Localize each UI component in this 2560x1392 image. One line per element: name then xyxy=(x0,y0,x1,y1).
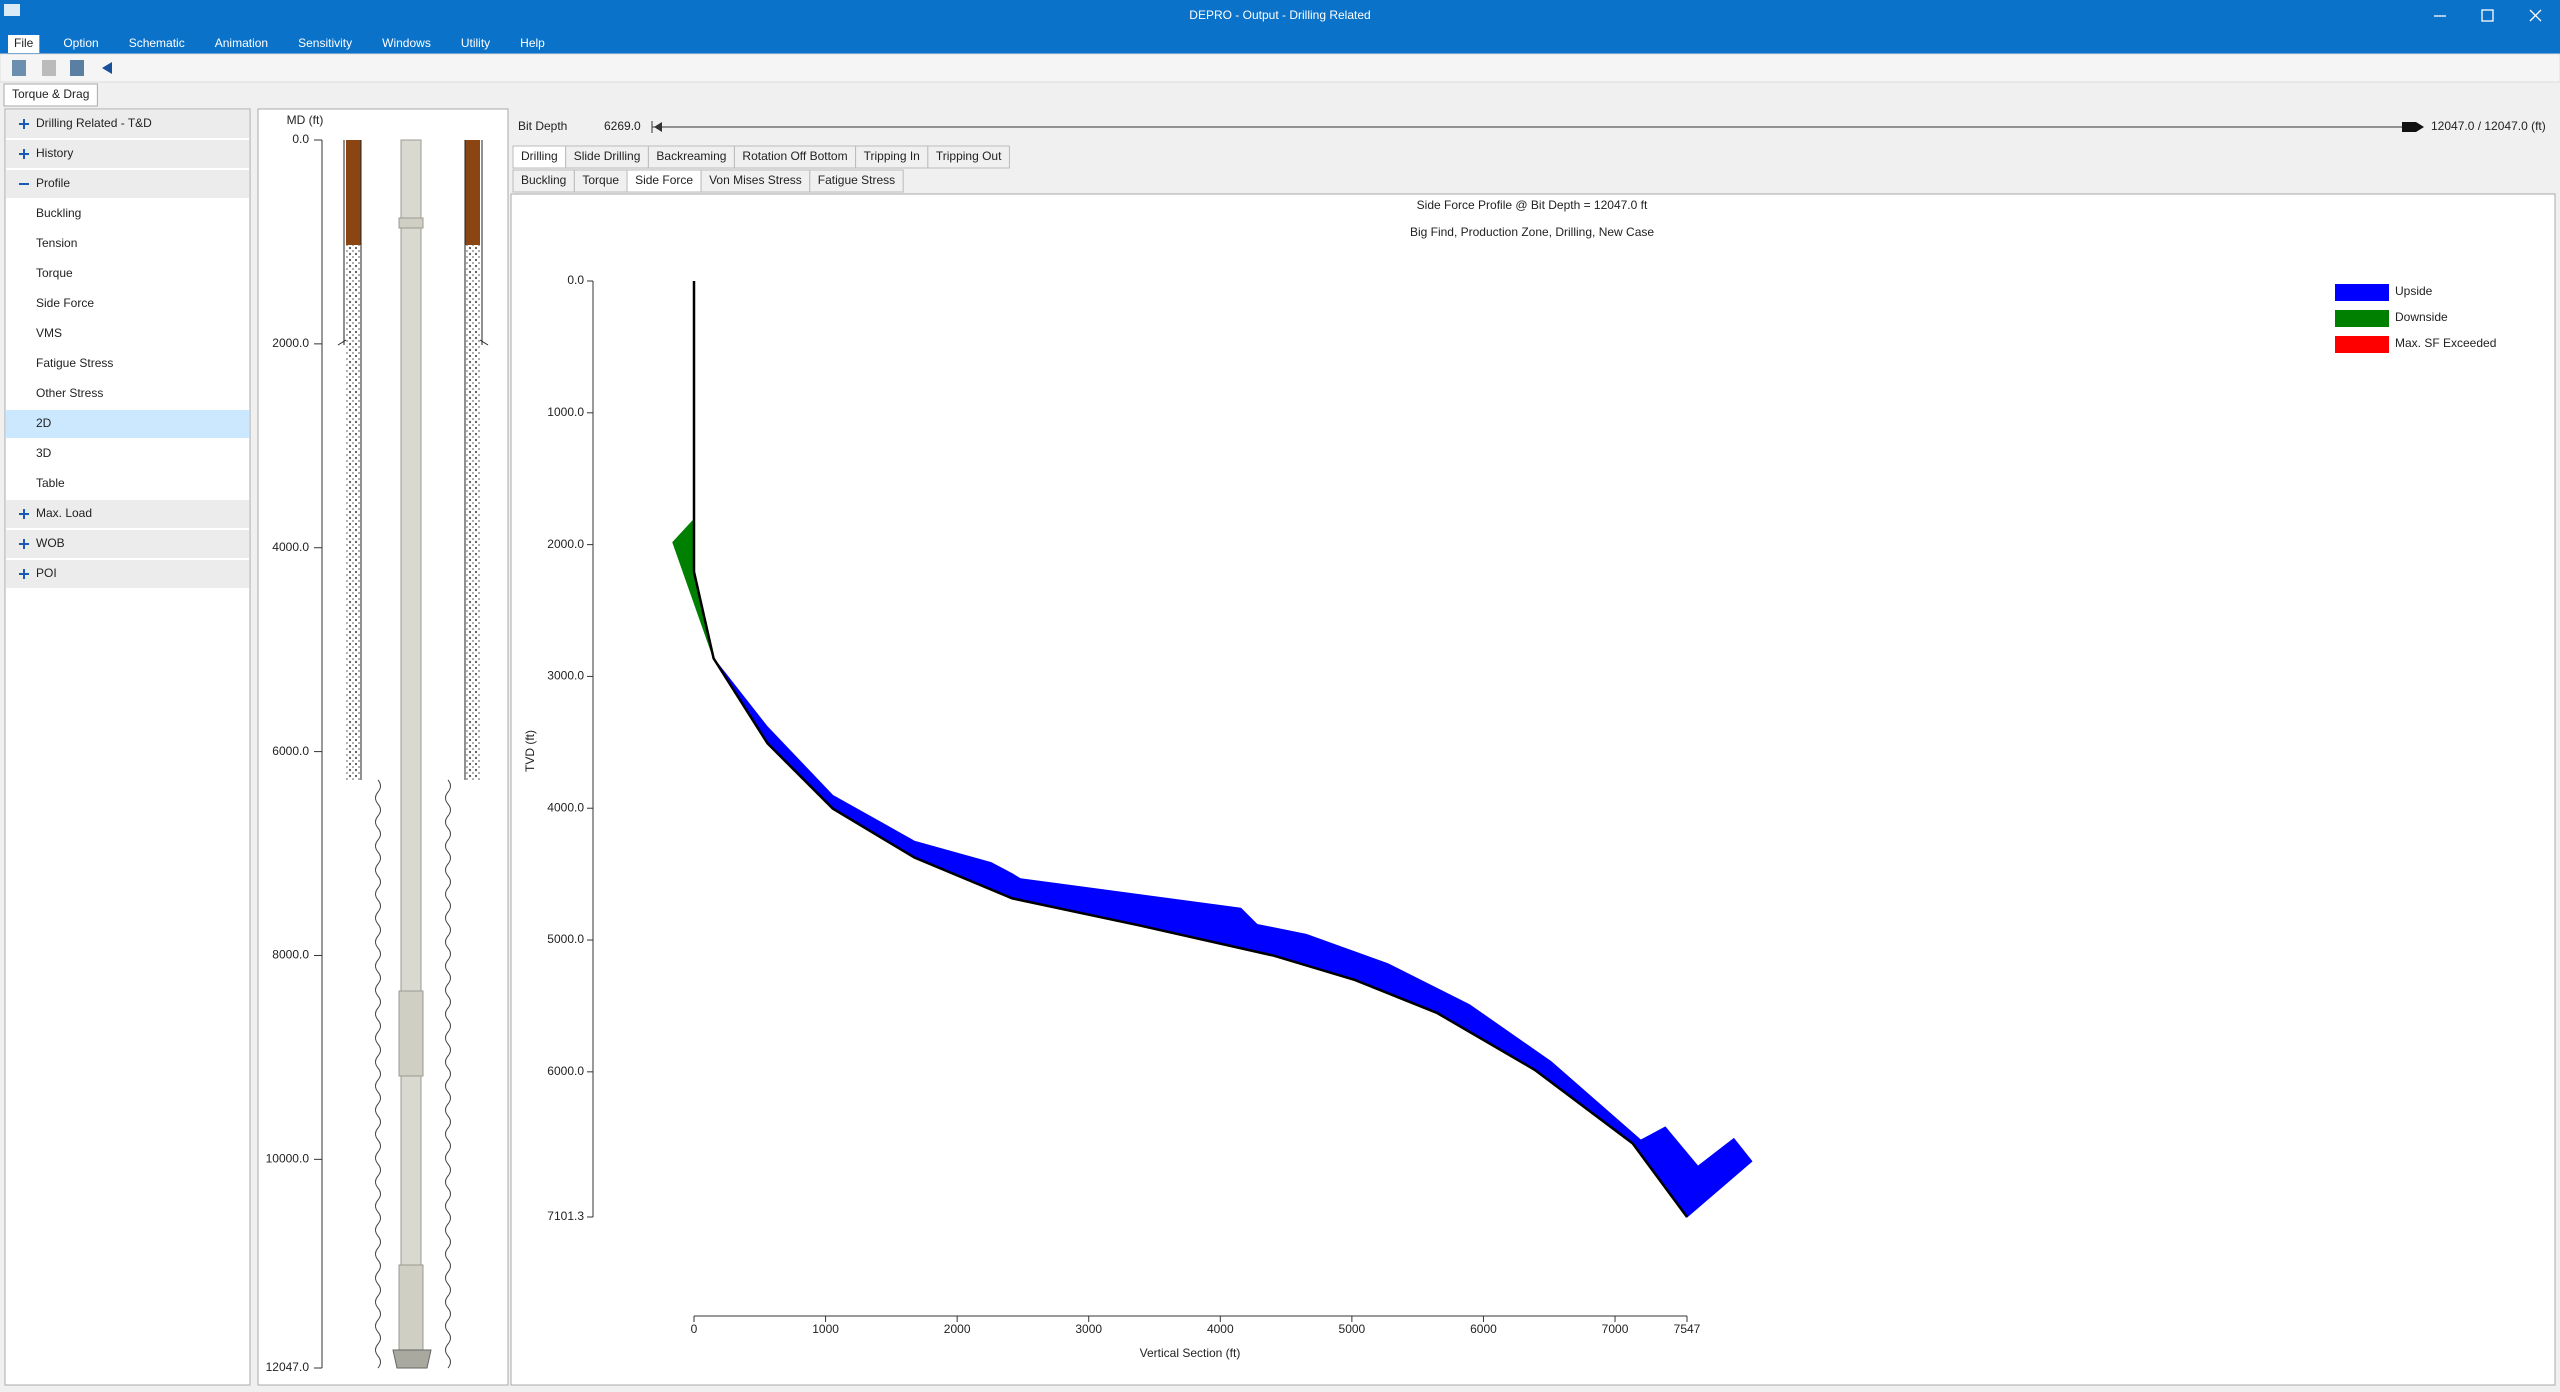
y-tick-label: 7101.3 xyxy=(547,1209,584,1223)
menu-item[interactable]: Windows xyxy=(382,36,431,50)
bit-depth-label: Bit Depth xyxy=(518,119,567,133)
tree-item[interactable]: Other Stress xyxy=(36,386,103,400)
x-tick-label: 3000 xyxy=(1075,1322,1102,1336)
tab-label[interactable]: Tripping Out xyxy=(936,149,1002,163)
menu-item[interactable]: Sensitivity xyxy=(298,36,352,50)
x-tick-label: 1000 xyxy=(812,1322,839,1336)
x-tick-label: 4000 xyxy=(1207,1322,1234,1336)
tab-label[interactable]: Side Force xyxy=(635,173,693,187)
window-controls[interactable] xyxy=(2434,9,2542,22)
tab-label[interactable]: Drilling xyxy=(521,149,558,163)
tree-item[interactable]: WOB xyxy=(36,536,65,550)
tree-group-row xyxy=(6,170,249,198)
tree-item[interactable]: POI xyxy=(36,566,57,580)
chart-panel xyxy=(510,193,2556,1386)
tree-group-row xyxy=(6,110,249,138)
tree-item[interactable]: History xyxy=(36,146,73,160)
tree-item[interactable]: 2D xyxy=(36,416,52,430)
schematic-tick-label: 8000.0 xyxy=(272,948,309,962)
tree-group-row xyxy=(6,140,249,168)
tab-label[interactable]: Fatigue Stress xyxy=(818,173,895,187)
document-tab xyxy=(3,83,98,107)
tree-item[interactable]: Torque xyxy=(36,266,73,280)
bit-depth-slider[interactable] xyxy=(651,121,2424,133)
tree-item[interactable]: 3D xyxy=(36,446,52,460)
bit-depth-value: 6269.0 xyxy=(604,119,641,133)
tab-label[interactable]: Buckling xyxy=(521,173,566,187)
tree-group-row xyxy=(6,560,249,588)
tab-label[interactable]: Von Mises Stress xyxy=(709,173,802,187)
title-bar xyxy=(0,0,2560,54)
schematic-tick-label: 12047.0 xyxy=(266,1360,310,1374)
x-axis-label: Vertical Section (ft) xyxy=(1140,1346,1241,1360)
schematic-tick-label: 4000.0 xyxy=(272,540,309,554)
legend-swatch xyxy=(2335,310,2389,327)
x-tick-label: 7000 xyxy=(1602,1322,1629,1336)
tree-item[interactable]: Table xyxy=(36,476,65,490)
tree-item[interactable]: Fatigue Stress xyxy=(36,356,113,370)
schematic-tick-label: 6000.0 xyxy=(272,744,309,758)
well-path xyxy=(692,281,1689,1218)
menu-item[interactable]: Schematic xyxy=(129,36,185,50)
tab-label[interactable]: Rotation Off Bottom xyxy=(742,149,847,163)
schematic-tick-label: 2000.0 xyxy=(272,336,309,350)
menu-item[interactable]: Utility xyxy=(461,36,490,50)
toolbar-icons[interactable] xyxy=(12,60,112,76)
y-tick-label: 6000.0 xyxy=(547,1064,584,1078)
tree-item[interactable]: Tension xyxy=(36,236,77,250)
window-title: DEPRO - Output - Drilling Related xyxy=(1189,8,1370,22)
chart-title: Side Force Profile @ Bit Depth = 12047.0… xyxy=(1417,198,1648,212)
y-tick-label: 4000.0 xyxy=(547,800,584,814)
y-tick-label: 3000.0 xyxy=(547,669,584,683)
tab-label[interactable]: Tripping In xyxy=(864,149,920,163)
x-tick-label: 6000 xyxy=(1470,1322,1497,1336)
tree-item[interactable]: VMS xyxy=(36,326,62,340)
document-tab-label[interactable]: Torque & Drag xyxy=(12,87,89,101)
tab[interactable] xyxy=(809,169,904,193)
chart-subtitle: Big Find, Production Zone, Drilling, New… xyxy=(1410,225,1654,239)
legend-label: Upside xyxy=(2395,284,2433,298)
x-tick-label: 2000 xyxy=(944,1322,971,1336)
tab-label[interactable]: Backreaming xyxy=(656,149,726,163)
menu-item[interactable]: Help xyxy=(520,36,545,50)
legend-swatch xyxy=(2335,284,2389,301)
tree-item[interactable]: Drilling Related - T&D xyxy=(36,116,152,130)
schematic-tick-label: 10000.0 xyxy=(266,1152,310,1166)
toolbar xyxy=(0,53,2560,83)
y-tick-label: 1000.0 xyxy=(547,405,584,419)
menu-item[interactable]: File xyxy=(14,36,34,50)
bit-depth-range: 12047.0 / 12047.0 (ft) xyxy=(2431,119,2546,133)
tree-item[interactable]: Max. Load xyxy=(36,506,92,520)
tree-item[interactable]: Buckling xyxy=(36,206,81,220)
tab-label[interactable]: Slide Drilling xyxy=(574,149,641,163)
tree-group-row xyxy=(6,530,249,558)
tree-item[interactable]: Profile xyxy=(36,176,70,190)
schematic-tick-label: 0.0 xyxy=(292,132,309,146)
tree-group-row xyxy=(6,500,249,528)
tree-item[interactable]: Side Force xyxy=(36,296,94,310)
y-tick-label: 5000.0 xyxy=(547,932,584,946)
menu-item[interactable]: Option xyxy=(63,36,98,50)
y-tick-label: 0.0 xyxy=(567,273,584,287)
tab[interactable] xyxy=(927,145,1010,169)
tree-panel xyxy=(4,108,251,1386)
tab-label[interactable]: Torque xyxy=(582,173,619,187)
legend-swatch xyxy=(2335,336,2389,353)
x-tick-label: 5000 xyxy=(1339,1322,1366,1336)
wellbore-schematic xyxy=(337,139,489,1369)
y-axis-label: TVD (ft) xyxy=(523,730,537,772)
x-tick-label: 7547 xyxy=(1674,1322,1701,1336)
app-icon xyxy=(4,4,20,16)
schematic-axis-label: MD (ft) xyxy=(287,113,324,127)
legend-label: Downside xyxy=(2395,310,2448,324)
legend-label: Max. SF Exceeded xyxy=(2395,336,2496,350)
tree-selection xyxy=(6,410,249,438)
y-tick-label: 2000.0 xyxy=(547,537,584,551)
menu-item[interactable]: Animation xyxy=(215,36,268,50)
x-tick-label: 0 xyxy=(691,1322,698,1336)
menu-highlight xyxy=(8,35,40,53)
